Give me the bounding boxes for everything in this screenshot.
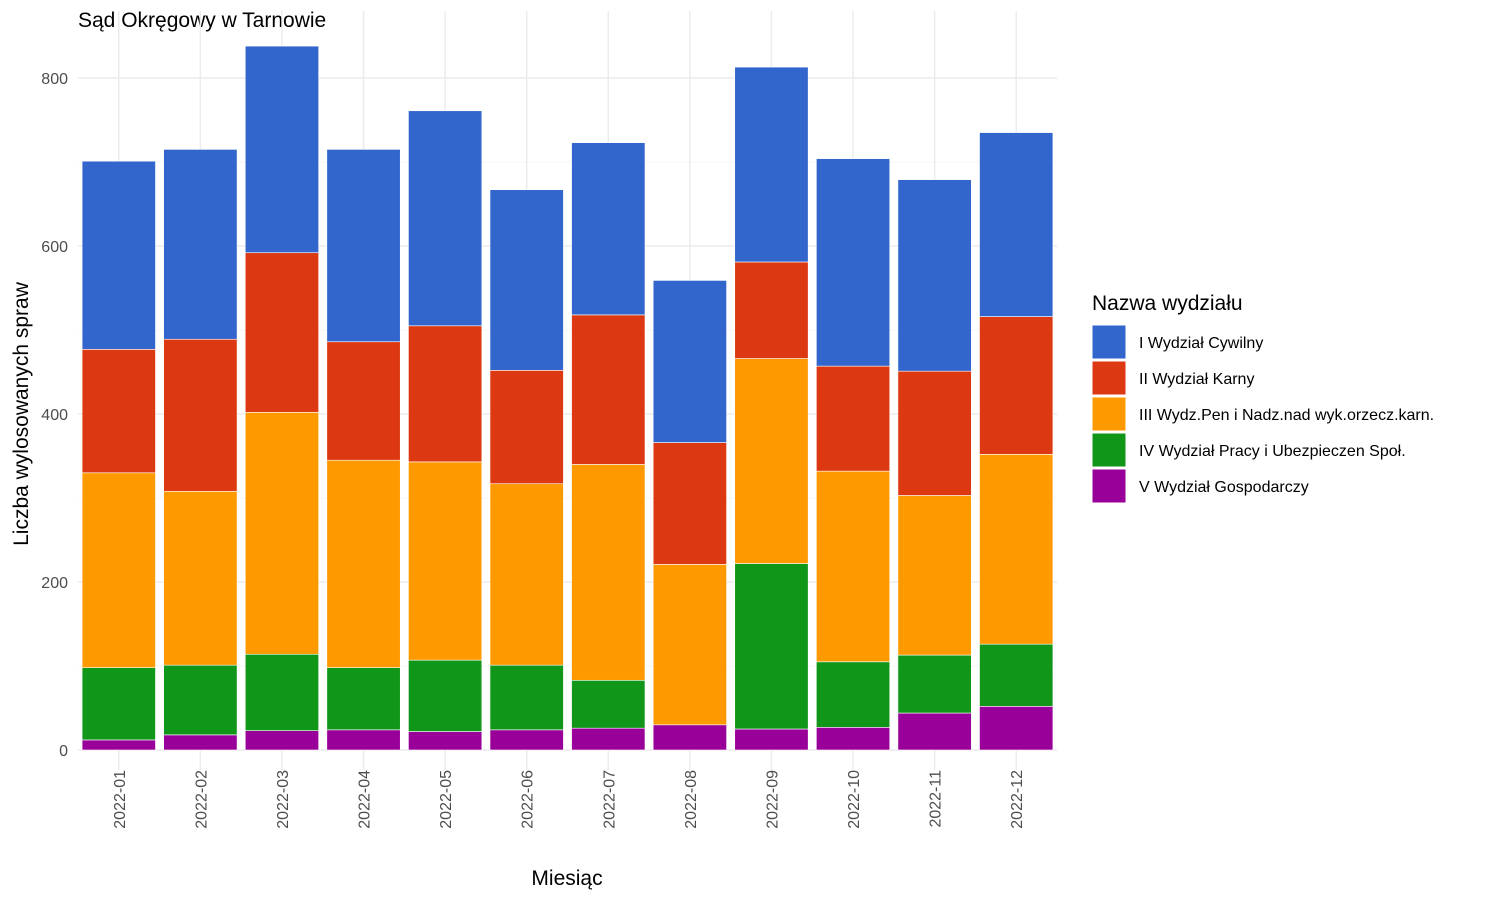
bar-segment — [816, 727, 891, 751]
x-tick-label: 2022-03 — [275, 770, 292, 829]
bar-segment — [326, 459, 401, 668]
bar-segment — [897, 654, 972, 714]
bar-segment — [326, 341, 401, 461]
bar-segment — [734, 728, 809, 751]
legend-swatch — [1091, 324, 1127, 360]
bar-segment — [652, 280, 727, 443]
x-tick-label: 2022-10 — [846, 770, 863, 829]
bar-segment — [408, 659, 483, 732]
y-tick-label: 200 — [41, 575, 68, 592]
x-tick-label: 2022-02 — [193, 770, 210, 829]
x-tick-label: 2022-05 — [438, 770, 455, 829]
bar-segment — [489, 483, 564, 666]
y-axis-title: Liczba wylosowanych spraw — [10, 281, 33, 546]
bar-segment — [81, 667, 156, 741]
bar-segment — [979, 316, 1054, 455]
legend-label: V Wydział Gospodarczy — [1139, 479, 1309, 496]
legend-title: Nazwa wydziału — [1092, 292, 1243, 315]
legend-label: III Wydz.Pen i Nadz.nad wyk.orzecz.karn. — [1139, 407, 1434, 424]
bar-segment — [816, 158, 891, 367]
legend-label: II Wydział Karny — [1139, 371, 1254, 388]
x-axis-tick-labels: 2022-01 2022-02 2022-03 2022-04 2022-05 2022-… — [112, 770, 1026, 829]
bar-segment — [163, 664, 238, 736]
x-tick-label: 2022-07 — [601, 770, 618, 829]
bar-segment — [163, 490, 238, 666]
legend-label: IV Wydział Pracy i Ubezpieczen Społ. — [1139, 443, 1406, 460]
bar-segment — [489, 189, 564, 371]
legend: Nazwa wydziału I Wydział Cywilny II Wydzi… — [1091, 292, 1434, 504]
bar-segment — [244, 45, 319, 254]
bar-segment — [81, 349, 156, 474]
x-tick-label: 2022-11 — [928, 770, 945, 828]
bar-segment — [81, 739, 156, 751]
bar-segment — [244, 653, 319, 731]
legend-swatch — [1091, 396, 1127, 432]
bar-segment — [244, 252, 319, 413]
legend-label: I Wydział Cywilny — [1139, 335, 1263, 352]
bar-segment — [652, 442, 727, 565]
bar-segment — [979, 132, 1054, 317]
bar-segment — [816, 365, 891, 472]
bar-segment — [897, 370, 972, 496]
bar-segment — [979, 454, 1054, 645]
bar-segment — [979, 643, 1054, 707]
bar-segment — [816, 661, 891, 728]
bar-segment — [408, 461, 483, 661]
bar-segment — [734, 563, 809, 730]
bars — [81, 45, 1054, 751]
y-tick-label: 400 — [41, 407, 68, 424]
legend-swatch — [1091, 360, 1127, 396]
bar-segment — [734, 358, 809, 564]
x-axis-title: Miesiąc — [531, 867, 602, 890]
bar-segment — [571, 314, 646, 465]
bar-segment — [489, 370, 564, 485]
bar-segment — [163, 734, 238, 751]
x-tick-label: 2022-04 — [357, 770, 374, 829]
y-axis-tick-labels: 0 200 400 600 800 — [41, 71, 68, 760]
x-tick-label: 2022-09 — [764, 770, 781, 829]
bar-segment — [897, 495, 972, 656]
bar-segment — [652, 724, 727, 751]
legend-swatch — [1091, 432, 1127, 468]
bar-segment — [244, 730, 319, 751]
x-tick-label: 2022-01 — [112, 770, 129, 829]
bar-segment — [163, 338, 238, 492]
y-tick-label: 0 — [59, 743, 68, 760]
bar-segment — [326, 729, 401, 751]
y-tick-label: 800 — [41, 71, 68, 88]
bar-segment — [163, 149, 238, 340]
bar-segment — [489, 664, 564, 731]
bar-segment — [81, 160, 156, 350]
bar-segment — [734, 66, 809, 263]
bar-segment — [897, 179, 972, 372]
x-tick-label: 2022-12 — [1009, 770, 1026, 829]
bar-segment — [571, 142, 646, 316]
bar-segment — [408, 110, 483, 327]
x-tick-label: 2022-08 — [683, 770, 700, 829]
bar-segment — [571, 464, 646, 681]
bar-segment — [571, 679, 646, 729]
bar-segment — [816, 470, 891, 663]
bar-segment — [571, 727, 646, 751]
chart-title: Sąd Okręgowy w Tarnowie — [78, 9, 326, 32]
legend-swatch — [1091, 468, 1127, 504]
bar-segment — [489, 729, 564, 751]
bar-segment — [408, 325, 483, 463]
bar-segment — [979, 706, 1054, 751]
bar-segment — [408, 731, 483, 751]
bar-segment — [244, 412, 319, 655]
y-tick-label: 600 — [41, 239, 68, 256]
bar-segment — [897, 712, 972, 751]
bar-segment — [652, 564, 727, 726]
bar-segment — [326, 667, 401, 731]
bar-segment — [81, 472, 156, 668]
bar-segment — [734, 261, 809, 359]
x-tick-label: 2022-06 — [520, 770, 537, 829]
bar-segment — [326, 149, 401, 343]
